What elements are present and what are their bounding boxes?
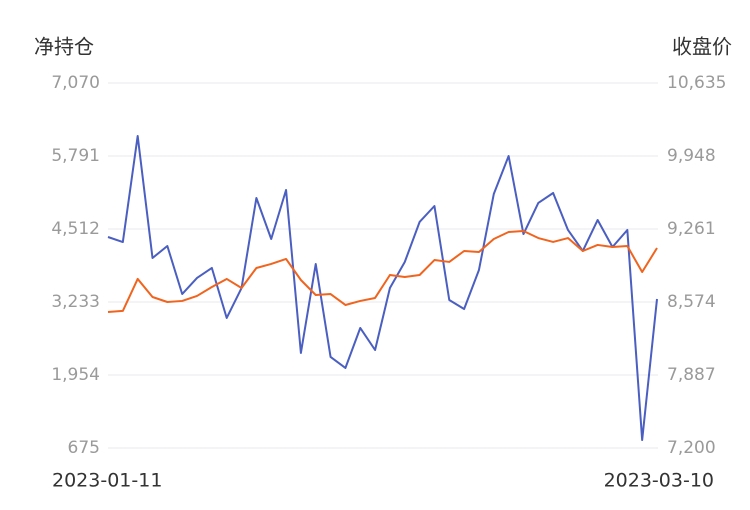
y-tick-label: 4,512 (51, 219, 100, 239)
y-tick-label: 675 (68, 438, 100, 458)
x-tick-label: 2023-03-10 (604, 470, 714, 492)
y2-tick-label: 10,635 (667, 73, 726, 93)
y-tick-label: 7,070 (51, 73, 100, 93)
x-tick-label: 2023-01-11 (52, 470, 162, 492)
series-line (107, 135, 658, 442)
y2-tick-label: 9,261 (667, 219, 716, 239)
y2-tick-label: 7,887 (667, 365, 716, 385)
y-axis-title: 净持仓 (34, 35, 94, 59)
y2-axis-title: 收盘价 (672, 35, 732, 59)
y-tick-label: 3,233 (51, 292, 100, 312)
series-line (107, 230, 658, 313)
y-tick-label: 1,954 (51, 365, 100, 385)
y2-tick-label: 7,200 (667, 438, 716, 458)
y2-tick-label: 8,574 (667, 292, 716, 312)
y-tick-label: 5,791 (51, 146, 100, 166)
y2-tick-label: 9,948 (667, 146, 716, 166)
